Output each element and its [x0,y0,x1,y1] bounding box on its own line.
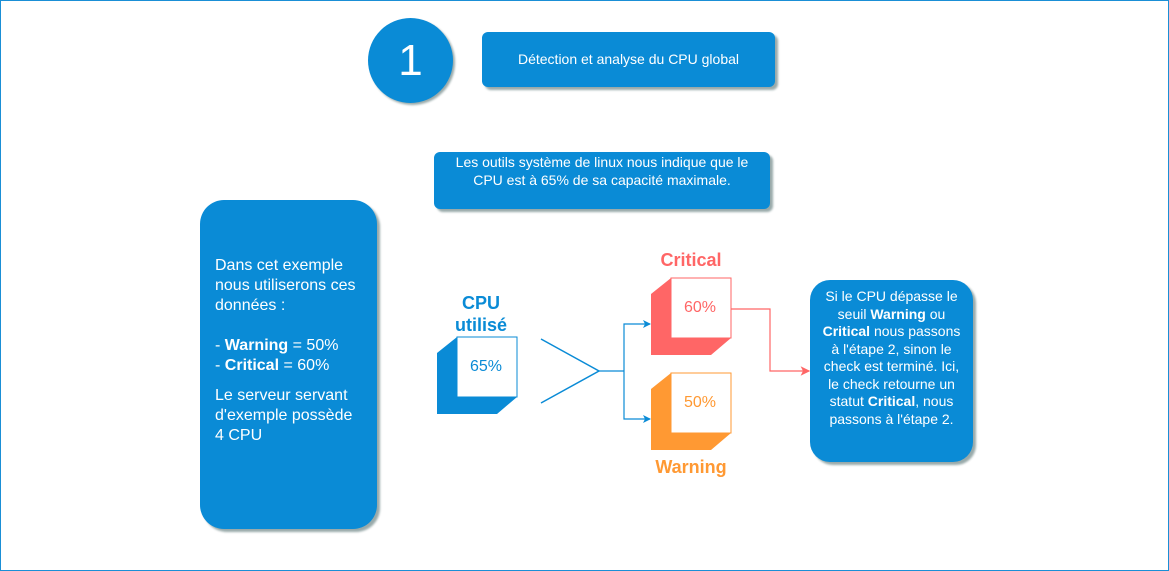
step-title: Détection et analyse du CPU global [482,32,775,87]
branch-connector [599,323,650,420]
cpu-cube [437,336,518,414]
cpu-label: CPU utilisé [454,293,507,335]
critical-cube [651,277,732,355]
warning-cube [651,372,732,450]
example-box: Dans cet exemple nous utiliserons ces do… [200,200,377,529]
result-box: Si le CPU dépasse le seuil Warning ou Cr… [810,280,973,462]
step-number-badge: 1 [368,18,453,103]
example-intro: Dans cet exemple nous utiliserons ces do… [215,257,356,314]
info-box: Les outils système de linux nous indique… [434,152,770,209]
critical-threshold: - Critical = 60% [215,357,330,374]
info-text: Les outils système de linux nous indique… [455,154,749,188]
compare-connector [540,338,601,404]
warning-value: 50% [684,394,717,411]
cpu-value: 65% [470,358,503,375]
arrow-result [731,308,811,376]
server-note: Le serveur servant d'exemple possède 4 C… [215,387,353,444]
critical-label: Critical [660,250,722,270]
step-title-text: Détection et analyse du CPU global [517,51,740,67]
warning-threshold: - Warning = 50% [215,337,339,354]
critical-value: 60% [684,299,717,316]
warning-label: Warning [655,457,727,477]
